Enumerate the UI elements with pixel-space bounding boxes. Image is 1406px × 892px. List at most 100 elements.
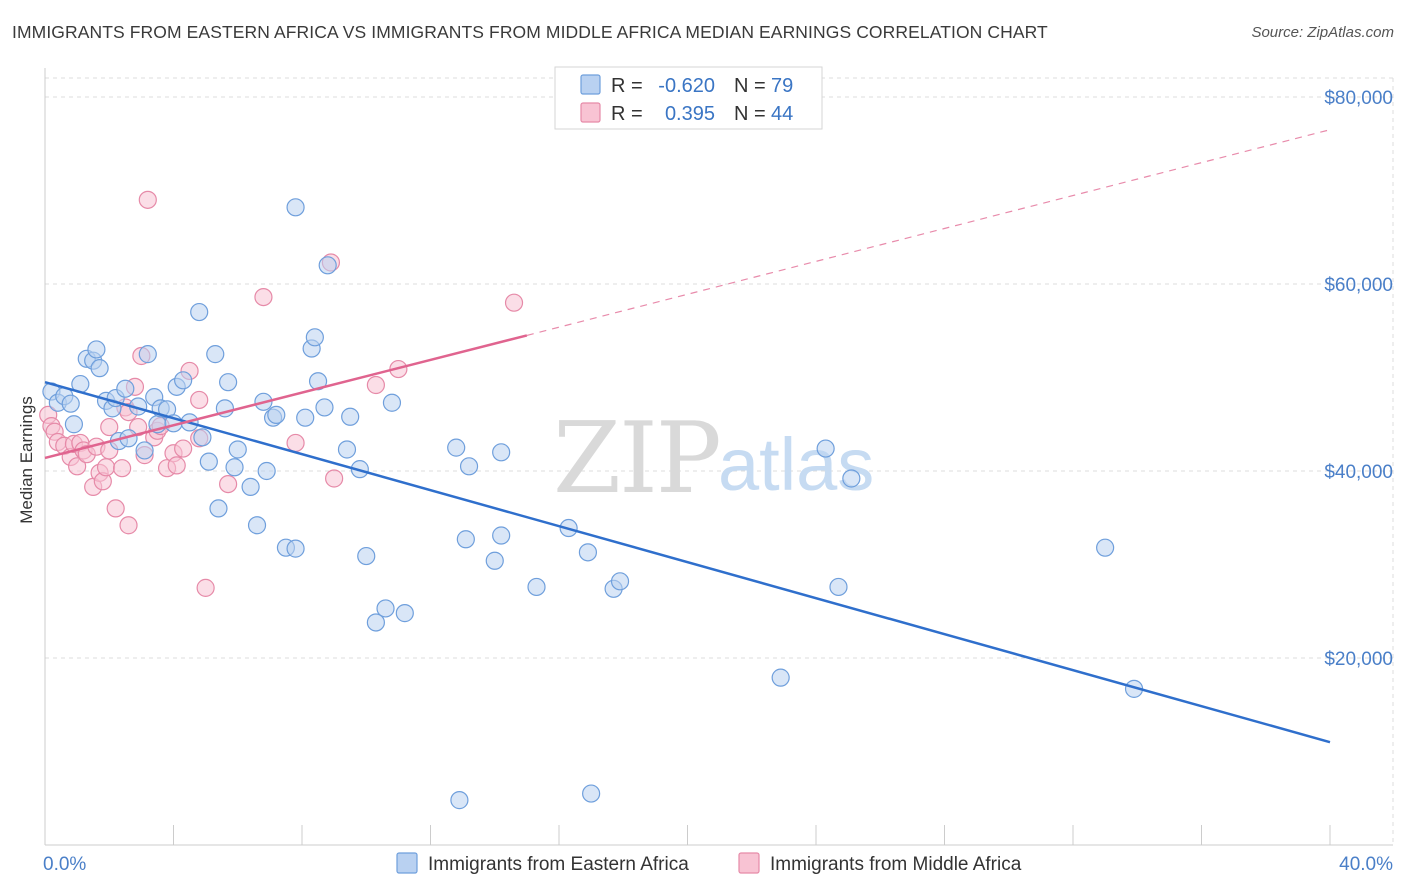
eastern-africa-point-8 — [87, 340, 106, 359]
y-tick-label-40000: $40,000 — [1324, 462, 1393, 483]
trend-line-middle-africa — [44, 334, 528, 460]
legend-r-value-pink: 0.395 — [665, 103, 715, 125]
middle-africa-point-15 — [96, 458, 116, 477]
eastern-africa-point-35 — [228, 440, 247, 459]
eastern-africa-point-50 — [318, 256, 337, 275]
eastern-africa-point-60 — [450, 791, 469, 810]
eastern-africa-point-59 — [447, 438, 466, 457]
legend-swatch-middle-africa — [580, 102, 601, 123]
chart-title: IMMIGRANTS FROM EASTERN AFRICA VS IMMIGR… — [12, 22, 1048, 42]
eastern-africa-point-66 — [527, 577, 546, 597]
eastern-africa-point-14 — [116, 379, 135, 398]
legend-n-value-blue: 79 — [771, 75, 793, 97]
source-credit: Source: ZipAtlas.com — [1251, 24, 1394, 41]
middle-africa-point-46 — [504, 293, 524, 312]
y-tick-label-80000: $80,000 — [1324, 88, 1393, 109]
trend-line-eastern-africa — [44, 380, 1331, 744]
eastern-africa-point-58 — [395, 604, 414, 623]
eastern-africa-point-56 — [376, 599, 395, 618]
middle-africa-point-40 — [254, 287, 273, 307]
eastern-africa-point-75 — [842, 469, 861, 488]
eastern-africa-point-61 — [456, 530, 475, 549]
eastern-africa-point-62 — [459, 457, 479, 476]
eastern-africa-point-44 — [286, 198, 305, 217]
middle-africa-point-41 — [286, 433, 305, 453]
eastern-africa-point-49 — [315, 398, 334, 417]
series-legend: Immigrants from Eastern Africa Immigrant… — [396, 852, 1022, 875]
eastern-africa-point-52 — [341, 407, 360, 426]
y-tick-label-20000: $20,000 — [1324, 649, 1393, 670]
eastern-africa-point-54 — [357, 546, 376, 566]
middle-africa-point-34 — [174, 439, 193, 458]
series-eastern-africa-points — [42, 198, 1144, 810]
eastern-africa-point-29 — [199, 452, 218, 471]
eastern-africa-point-9 — [90, 359, 109, 378]
x-tick-label-max: 40.0% — [1339, 854, 1393, 875]
eastern-africa-point-76 — [1096, 538, 1115, 557]
eastern-africa-point-63 — [485, 551, 504, 570]
eastern-africa-point-51 — [337, 440, 357, 459]
eastern-africa-point-30 — [206, 345, 225, 364]
eastern-africa-point-64 — [492, 526, 511, 545]
eastern-africa-point-73 — [816, 439, 835, 458]
middle-africa-point-33 — [167, 456, 186, 475]
middle-africa-point-18 — [106, 499, 125, 518]
eastern-africa-point-45 — [296, 408, 315, 427]
middle-africa-point-39 — [219, 474, 238, 494]
legend-r-value-blue: -0.620 — [658, 75, 715, 97]
eastern-africa-point-68 — [578, 543, 598, 562]
y-axis-label: Median Earnings — [17, 396, 36, 524]
legend-n-label-blue: N = — [734, 75, 766, 97]
trend-line-middle-africa-extension — [526, 129, 1331, 337]
eastern-africa-point-18 — [138, 345, 157, 364]
legend-r-label-blue: R = — [611, 75, 643, 97]
eastern-africa-point-69 — [582, 784, 601, 803]
middle-africa-point-27 — [138, 190, 157, 209]
legend-r-label-pink: R = — [611, 103, 643, 125]
eastern-africa-point-72 — [771, 668, 790, 687]
eastern-africa-point-39 — [257, 461, 276, 481]
eastern-africa-point-25 — [174, 371, 193, 390]
y-tick-labels: $20,000 $40,000 $60,000 $80,000 — [1324, 88, 1393, 670]
eastern-africa-point-28 — [193, 428, 212, 447]
trend-lines — [44, 129, 1331, 744]
eastern-africa-point-47 — [305, 328, 324, 347]
middle-africa-point-19 — [112, 459, 132, 478]
bottom-legend-label-eastern-africa: Immigrants from Eastern Africa — [428, 854, 689, 875]
eastern-africa-point-57 — [382, 393, 402, 412]
eastern-africa-point-27 — [190, 302, 209, 322]
y-tick-label-60000: $60,000 — [1324, 275, 1393, 296]
eastern-africa-point-33 — [219, 373, 238, 392]
axes — [44, 68, 1393, 846]
watermark-zip: ZIP — [553, 402, 720, 516]
legend-swatch-eastern-africa — [580, 74, 601, 95]
legend-n-label-pink: N = — [734, 103, 766, 125]
legend-n-value-pink: 44 — [771, 103, 793, 125]
eastern-africa-point-36 — [241, 477, 260, 496]
eastern-africa-point-3 — [61, 394, 80, 413]
bottom-legend-swatch-eastern-africa — [396, 852, 418, 874]
middle-africa-point-22 — [119, 516, 138, 535]
eastern-africa-point-34 — [225, 458, 244, 477]
watermark: ZIP atlas — [553, 402, 874, 516]
correlation-legend: R = -0.620 N = 79 R = 0.395 N = 44 — [554, 66, 823, 130]
eastern-africa-point-41 — [267, 405, 286, 424]
eastern-africa-point-55 — [366, 613, 385, 632]
middle-africa-point-38 — [196, 578, 215, 597]
eastern-africa-point-71 — [610, 572, 630, 591]
middle-africa-point-7 — [68, 457, 87, 476]
eastern-africa-point-37 — [247, 516, 267, 535]
eastern-africa-point-65 — [492, 443, 511, 462]
middle-africa-point-44 — [366, 375, 385, 395]
eastern-africa-point-43 — [286, 539, 305, 558]
eastern-africa-point-17 — [135, 441, 154, 460]
middle-africa-point-43 — [325, 469, 344, 488]
eastern-africa-point-74 — [829, 577, 848, 597]
watermark-atlas: atlas — [718, 423, 874, 506]
bottom-legend-swatch-middle-africa — [738, 852, 760, 874]
eastern-africa-point-4 — [64, 415, 84, 434]
eastern-africa-point-31 — [209, 499, 228, 518]
middle-africa-point-17 — [100, 417, 119, 437]
middle-africa-point-36 — [190, 390, 209, 410]
